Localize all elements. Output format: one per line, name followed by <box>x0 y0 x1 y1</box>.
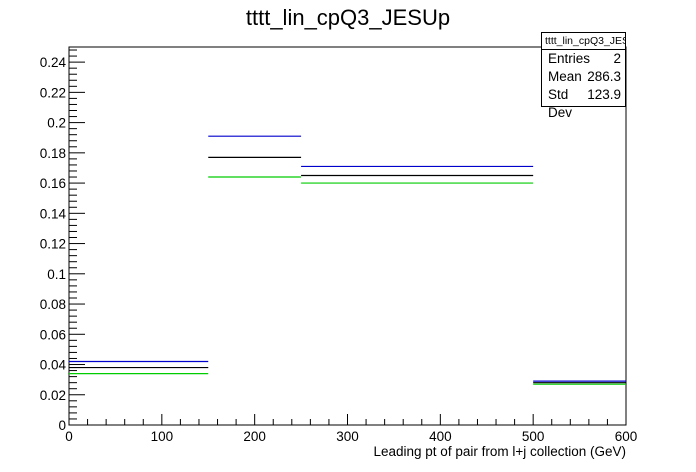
x-tick-label: 100 <box>151 429 174 444</box>
stats-value: 286.3 <box>587 69 621 84</box>
y-tick-label: 0.06 <box>40 327 66 342</box>
x-tick-label: 200 <box>243 429 266 444</box>
stats-value: 2 <box>613 51 621 66</box>
x-tick-label: 0 <box>65 429 73 444</box>
stats-label: Mean <box>548 69 582 84</box>
y-tick-label: 0 <box>58 418 66 433</box>
x-tick-label: 600 <box>615 429 638 444</box>
y-tick-label: 0.24 <box>40 55 67 70</box>
stats-label: Std Dev <box>548 87 573 120</box>
stats-box: tttt_lin_cpQ3_JESUp Entries 2 Mean 286.3 Std… <box>541 32 626 120</box>
y-tick-label: 0.2 <box>47 116 66 131</box>
stats-row: Std Dev 123.9 <box>542 86 625 122</box>
y-tick-label: 0.12 <box>40 237 66 252</box>
stats-title: tttt_lin_cpQ3_JESUp <box>542 33 625 50</box>
x-tick-label: 400 <box>429 429 452 444</box>
stats-label: Entries <box>548 51 591 66</box>
x-tick-label: 500 <box>522 429 545 444</box>
y-tick-label: 0.16 <box>40 176 66 191</box>
x-tick-label: 300 <box>336 429 359 444</box>
chart-title: tttt_lin_cpQ3_JESUp <box>246 5 450 30</box>
y-tick-label: 0.22 <box>40 85 66 100</box>
x-axis: 0 100 200 300 400 500 600 <box>65 414 637 444</box>
y-tick-label: 0.1 <box>47 267 66 282</box>
y-tick-label: 0.02 <box>40 388 66 403</box>
stats-rows: Entries 2 Mean 286.3 Std Dev 123.9 <box>542 50 625 122</box>
y-axis: 0 0.02 0.04 0.06 0.08 0.1 0.12 0.14 0.16 0.18 0.2 0… <box>40 49 85 433</box>
y-tick-label: 0.14 <box>40 206 67 221</box>
series-group <box>69 135 626 385</box>
stats-value: 123.9 <box>587 87 621 102</box>
y-tick-label: 0.08 <box>40 297 66 312</box>
stats-row: Entries 2 <box>542 50 625 68</box>
y-tick-label: 0.18 <box>40 146 66 161</box>
y-tick-label: 0.04 <box>40 358 67 373</box>
x-axis-label: Leading pt of pair from l+j collection (… <box>374 444 627 459</box>
stats-row: Mean 286.3 <box>542 68 625 86</box>
